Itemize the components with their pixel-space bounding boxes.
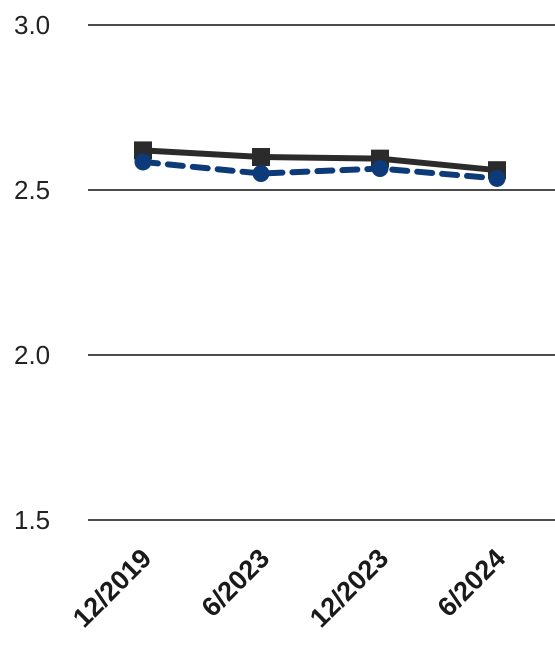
x-tick-label: 12/2019	[67, 543, 157, 633]
data-point-circle	[134, 153, 152, 171]
data-point-circle	[488, 169, 506, 187]
series-line	[142, 147, 498, 174]
data-point-square	[252, 148, 270, 166]
x-tick-label: 6/2023	[196, 543, 276, 623]
y-axis-ticks: 1.5 2.0 2.5 3.0	[14, 10, 50, 535]
data-point-circle	[371, 160, 389, 178]
y-tick-label: 1.5	[14, 505, 50, 535]
x-tick-label: 6/2024	[432, 543, 512, 623]
series-2	[134, 153, 506, 187]
y-tick-label: 2.0	[14, 340, 50, 370]
series-line	[140, 158, 500, 182]
y-tick-label: 2.5	[14, 175, 50, 205]
series-layer	[134, 141, 506, 187]
y-tick-label: 3.0	[14, 10, 50, 40]
gridlines	[88, 24, 555, 521]
data-point-circle	[252, 165, 270, 182]
x-tick-label: 12/2023	[304, 543, 394, 633]
x-axis-ticks: 12/2019 6/2023 12/2023 6/2024	[67, 543, 511, 633]
